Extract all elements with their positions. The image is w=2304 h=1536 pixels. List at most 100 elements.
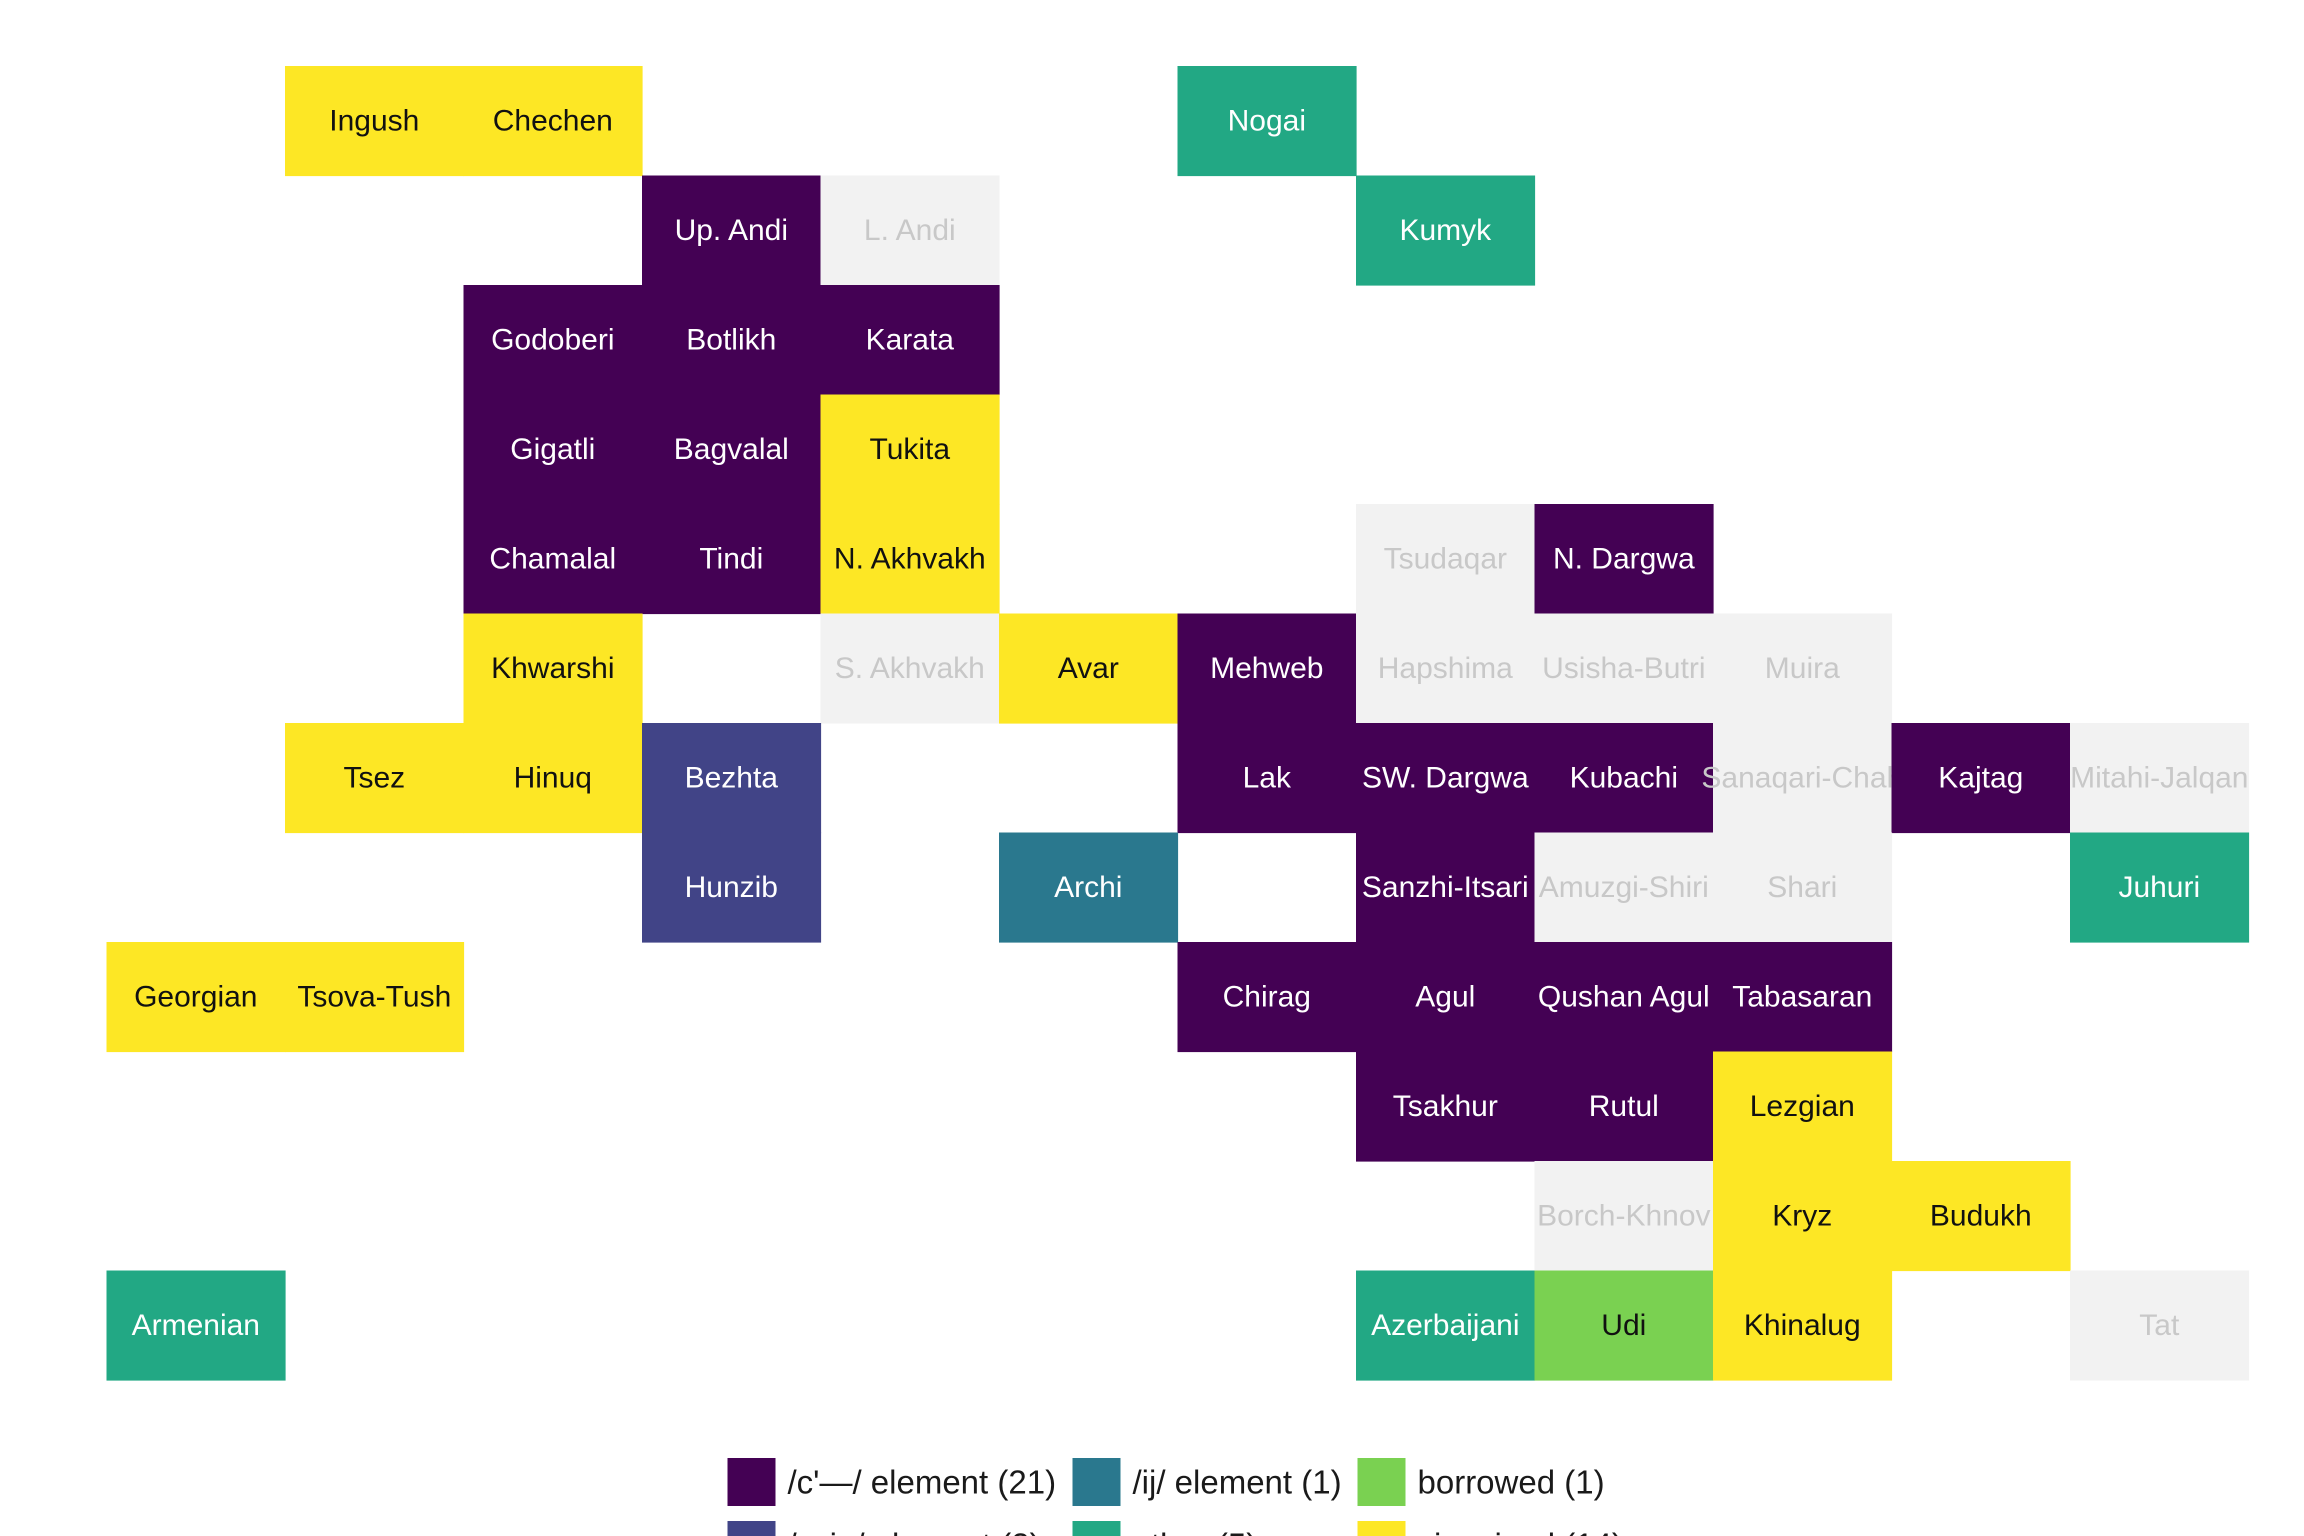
legend-swatch-ij-element [1072, 1458, 1121, 1506]
tile-rect-shari [1713, 832, 1893, 943]
tile-label-kubachi: Kubachi [1570, 761, 1678, 794]
tile-label-armenian: Armenian [132, 1309, 260, 1342]
tile-rect-hapshima [1356, 613, 1536, 724]
tile-label-tindi: Tindi [699, 542, 763, 575]
tile-label-karata: Karata [866, 323, 955, 356]
tile-label-hinuq: Hinuq [514, 761, 592, 794]
tile-label-usisha-butri: Usisha-Butri [1542, 652, 1705, 685]
tile-rect-bagvalal [642, 394, 822, 505]
tile-rect-up-andi [642, 175, 822, 286]
tile-rect-kajtag [1891, 723, 2071, 834]
tile-label-tukita: Tukita [870, 433, 951, 466]
tile-kumyk: Kumyk [1356, 175, 1536, 286]
tile-label-mehweb: Mehweb [1210, 652, 1323, 685]
tile-rect-amuzgi-shiri [1534, 832, 1714, 943]
tile-tindi: Tindi [642, 504, 822, 615]
tile-khinalug: Khinalug [1713, 1270, 1893, 1381]
tile-label-borch-khnov: Borch-Khnov [1537, 1199, 1710, 1232]
tile-rect-chechen [463, 66, 643, 177]
tile-hunzib: Hunzib [642, 832, 822, 943]
tile-juhuri: Juhuri [2070, 832, 2250, 943]
tile-label-tsova-tush: Tsova-Tush [297, 980, 451, 1013]
tile-n-dargwa: N. Dargwa [1534, 504, 1714, 615]
tile-tabasaran: Tabasaran [1713, 942, 1893, 1053]
tile-label-hunzib: Hunzib [685, 871, 778, 904]
tile-label-rutul: Rutul [1589, 1090, 1659, 1123]
tile-rect-kryz [1713, 1161, 1893, 1272]
tile-rect-tat [2070, 1270, 2250, 1381]
tile-rect-khinalug [1713, 1270, 1893, 1381]
tile-label-tsakhur: Tsakhur [1393, 1090, 1498, 1123]
tile-rect-georgian [106, 942, 286, 1053]
tile-ingush: Ingush [285, 66, 465, 177]
tile-borch-khnov: Borch-Khnov [1534, 1161, 1714, 1272]
tile-agul: Agul [1356, 942, 1536, 1053]
tile-label-l-andi: L. Andi [864, 214, 956, 247]
language-tiles: Ingush Chechen Nogai Up. Andi L. Andi Kumyk Go… [106, 66, 2250, 1381]
tile-budukh: Budukh [1891, 1161, 2071, 1272]
tile-rect-sanzhi-itsari [1356, 832, 1536, 943]
tile-kajtag: Kajtag [1891, 723, 2071, 834]
tile-botlikh: Botlikh [642, 285, 822, 396]
legend-swatch-borrowed [1357, 1458, 1406, 1506]
tile-label-chamalal: Chamalal [489, 542, 616, 575]
tile-label-up-andi: Up. Andi [675, 214, 788, 247]
tile-rect-l-andi [820, 175, 1000, 286]
tile-rect-armenian [106, 1270, 286, 1381]
tile-label-archi: Archi [1054, 871, 1122, 904]
tile-label-godoberi: Godoberi [491, 323, 614, 356]
legend-item-other: other (5) [1072, 1521, 1257, 1536]
legend-item-vigesimal: vigesimal (14) [1357, 1521, 1623, 1536]
tile-rect-s-akhvakh [820, 613, 1000, 724]
tile-label-kryz: Kryz [1772, 1199, 1832, 1232]
tile-tat: Tat [2070, 1270, 2250, 1381]
tile-sw-dargwa: SW. Dargwa [1356, 723, 1536, 834]
tile-rect-tsova-tush [285, 942, 465, 1053]
tile-rect-godoberi [463, 285, 643, 396]
tile-rect-tsez [285, 723, 465, 834]
tile-mehweb: Mehweb [1177, 613, 1357, 724]
tile-godoberi: Godoberi [463, 285, 643, 396]
tile-archi: Archi [999, 832, 1179, 943]
tile-qushan-agul: Qushan Agul [1534, 942, 1714, 1053]
tile-rect-hinuq [463, 723, 643, 834]
tile-rect-tabasaran [1713, 942, 1893, 1053]
tile-rect-udi [1534, 1270, 1714, 1381]
tile-label-juhuri: Juhuri [2118, 871, 2200, 904]
legend-label-c-element: /c'—/ element (21) [788, 1464, 1057, 1501]
tile-rect-usisha-butri [1534, 613, 1714, 724]
tile-rect-lak [1177, 723, 1357, 834]
tile-rect-qushan-agul [1534, 942, 1714, 1053]
tile-armenian: Armenian [106, 1270, 286, 1381]
tile-label-khinalug: Khinalug [1744, 1309, 1861, 1342]
tile-label-shari: Shari [1767, 871, 1837, 904]
tile-label-chechen: Chechen [493, 104, 613, 137]
tile-rect-hunzib [642, 832, 822, 943]
tile-rect-azerbaijani [1356, 1270, 1536, 1381]
tile-tsova-tush: Tsova-Tush [285, 942, 465, 1053]
tile-label-chirag: Chirag [1223, 980, 1311, 1013]
tile-rect-rutul [1534, 1051, 1714, 1162]
tile-label-lak: Lak [1243, 761, 1292, 794]
tile-rutul: Rutul [1534, 1051, 1714, 1162]
tile-label-mitahi-jalqan: Mitahi-Jalqan [2070, 761, 2248, 794]
tile-rect-ingush [285, 66, 465, 177]
tile-karata: Karata [820, 285, 1000, 396]
tile-l-andi: L. Andi [820, 175, 1000, 286]
tile-muira: Muira [1713, 613, 1893, 724]
tile-sanzhi-itsari: Sanzhi-Itsari [1356, 832, 1536, 943]
tile-rect-tsudaqar [1356, 504, 1536, 615]
tile-rect-mitahi-jalqan [2070, 723, 2250, 834]
tile-rect-mehweb [1177, 613, 1357, 724]
tile-label-n-akhvakh: N. Akhvakh [834, 542, 986, 575]
tile-kryz: Kryz [1713, 1161, 1893, 1272]
legend-label-ij-element: /ij/ element (1) [1133, 1464, 1342, 1501]
legend: /c'—/ element (21) /ij/ element (1) borrow… [727, 1458, 1623, 1536]
tile-udi: Udi [1534, 1270, 1714, 1381]
legend-label-vigesimal: vigesimal (14) [1418, 1527, 1623, 1536]
tile-avar: Avar [999, 613, 1179, 724]
tile-rect-gigatli [463, 394, 643, 505]
tile-rect-budukh [1891, 1161, 2071, 1272]
